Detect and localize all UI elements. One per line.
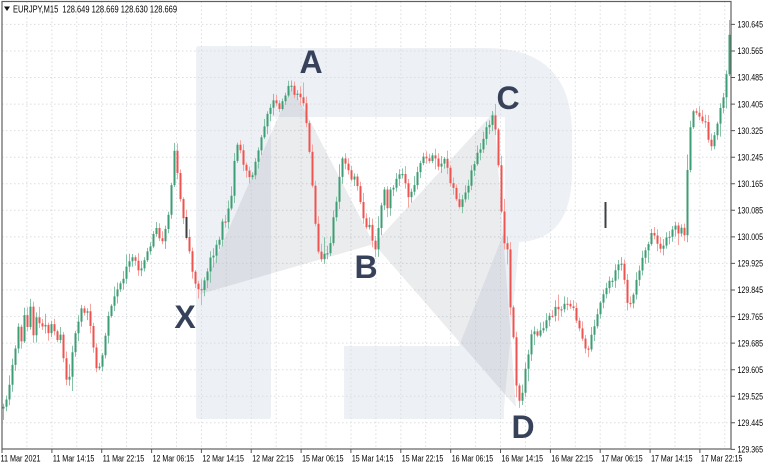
svg-text:A: A [299, 44, 322, 80]
svg-text:11 Mar 22:15: 11 Mar 22:15 [103, 454, 145, 464]
svg-text:130.085: 130.085 [738, 206, 764, 216]
svg-text:130.565: 130.565 [738, 46, 764, 56]
svg-text:130.245: 130.245 [738, 152, 764, 162]
svg-text:16 Mar 14:15: 16 Mar 14:15 [502, 454, 544, 464]
svg-text:17 Mar 06:15: 17 Mar 06:15 [601, 454, 643, 464]
svg-text:129.765: 129.765 [738, 312, 764, 322]
svg-text:129.925: 129.925 [738, 259, 764, 269]
svg-text:16 Mar 22:15: 16 Mar 22:15 [551, 454, 593, 464]
svg-text:130.325: 130.325 [738, 126, 764, 136]
svg-text:15 Mar 22:15: 15 Mar 22:15 [402, 454, 444, 464]
svg-text:129.445: 129.445 [738, 418, 764, 428]
svg-text:130.005: 130.005 [738, 232, 764, 242]
svg-text:130.165: 130.165 [738, 179, 764, 189]
svg-text:15 Mar 06:15: 15 Mar 06:15 [302, 454, 344, 464]
svg-text:16 Mar 06:15: 16 Mar 06:15 [452, 454, 494, 464]
svg-text:X: X [174, 299, 196, 335]
svg-text:17 Mar 22:15: 17 Mar 22:15 [701, 454, 743, 464]
svg-text:15 Mar 14:15: 15 Mar 14:15 [352, 454, 394, 464]
svg-text:C: C [496, 80, 519, 116]
svg-text:129.525: 129.525 [738, 391, 764, 401]
svg-text:B: B [354, 249, 377, 285]
svg-text:129.685: 129.685 [738, 338, 764, 348]
svg-text:130.485: 130.485 [738, 73, 764, 83]
svg-text:12 Mar 14:15: 12 Mar 14:15 [202, 454, 244, 464]
svg-text:129.605: 129.605 [738, 365, 764, 375]
svg-text:11 Mar 14:15: 11 Mar 14:15 [53, 454, 95, 464]
svg-text:EURJPY,M15 128.649 128.669 12: EURJPY,M15 128.649 128.669 128.630 128.6… [13, 5, 177, 16]
svg-text:12 Mar 06:15: 12 Mar 06:15 [153, 454, 195, 464]
svg-text:129.365: 129.365 [738, 445, 764, 455]
svg-text:130.405: 130.405 [738, 99, 764, 109]
svg-text:D: D [511, 409, 534, 445]
svg-text:129.845: 129.845 [738, 285, 764, 295]
svg-text:17 Mar 14:15: 17 Mar 14:15 [651, 454, 693, 464]
svg-text:11 Mar 2021: 11 Mar 2021 [1, 454, 41, 464]
svg-text:12 Mar 22:15: 12 Mar 22:15 [252, 454, 294, 464]
svg-text:130.645: 130.645 [738, 20, 764, 30]
